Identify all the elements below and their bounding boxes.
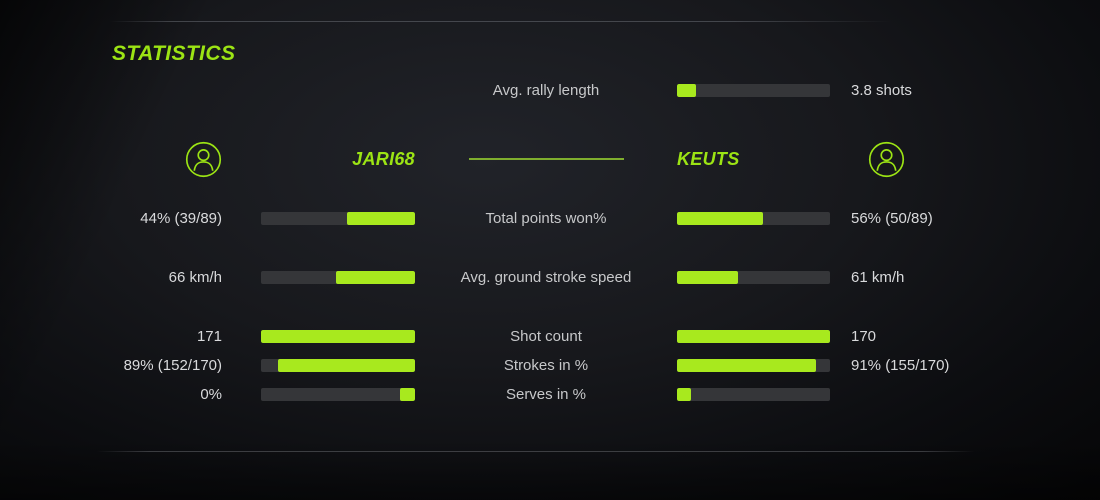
stat-label: Serves in % [505, 385, 587, 403]
right-bar-fill [677, 358, 817, 372]
top-divider [110, 21, 892, 22]
stat-label: Shot count [510, 327, 582, 345]
bottom-divider [97, 451, 975, 452]
right-player-name: KEUTS [677, 148, 740, 169]
right-player-value: 170 [851, 327, 877, 345]
rally-length-value: 3.8 shots [851, 81, 912, 99]
left-bar-fill [336, 270, 415, 284]
left-player-bar [261, 211, 415, 225]
left-player-value: 89% (152/170) [123, 356, 222, 374]
right-bar-fill [677, 329, 830, 343]
left-bar-fill [261, 329, 415, 343]
right-player-bar [677, 329, 830, 343]
right-player-bar [677, 358, 830, 372]
right-player-bar [677, 270, 830, 284]
stat-label: Avg. ground stroke speed [460, 268, 632, 286]
user-circle-icon [185, 141, 222, 177]
page-title: STATISTICS [112, 42, 236, 65]
stat-label: Strokes in % [503, 356, 589, 374]
left-player-bar [261, 387, 415, 401]
stat-row-strokes-in: 89% (152/170) Strokes in % 91% (155/170) [0, 351, 1100, 379]
players-header-row: JARI68 KEUTS [0, 135, 1100, 183]
stat-row-shot-count: 171 Shot count 170 [0, 322, 1100, 350]
left-bar-fill [347, 211, 415, 225]
left-player-bar [261, 358, 415, 372]
center-divider-line [468, 158, 624, 160]
left-player-value: 0% [200, 385, 222, 403]
right-player-bar [677, 387, 830, 401]
right-bar-fill [677, 211, 763, 225]
rally-length-bar [677, 83, 830, 97]
stat-row-stroke-speed: 66 km/h Avg. ground stroke speed 61 km/h [0, 263, 1100, 291]
stat-label: Total points won% [485, 209, 607, 227]
center-divider-cell [415, 158, 677, 160]
left-player-bar [261, 329, 415, 343]
stat-row-serves-in: 0% Serves in % [0, 380, 1100, 408]
rally-length-row: Avg. rally length 3.8 shots [0, 76, 1100, 104]
right-player-avatar [851, 141, 1100, 178]
left-player-avatar [0, 141, 222, 178]
left-bar-fill [399, 387, 415, 401]
right-player-bar [677, 211, 830, 225]
left-player-value: 171 [196, 327, 222, 345]
left-player-bar [261, 270, 415, 284]
left-player-value: 44% (39/89) [140, 209, 222, 227]
right-player-value: 91% (155/170) [851, 356, 950, 374]
right-bar-fill [677, 387, 691, 401]
right-bar-fill [677, 270, 739, 284]
left-player-name: JARI68 [352, 148, 415, 169]
stat-row-total-points: 44% (39/89) Total points won% 56% (50/89… [0, 204, 1100, 232]
left-player-value: 66 km/h [168, 268, 222, 286]
rally-length-label: Avg. rally length [492, 81, 600, 99]
right-player-value: 61 km/h [851, 268, 905, 286]
left-bar-fill [277, 358, 415, 372]
user-circle-icon [868, 141, 905, 177]
right-player-value: 56% (50/89) [851, 209, 933, 227]
rally-length-bar-fill [677, 83, 697, 97]
